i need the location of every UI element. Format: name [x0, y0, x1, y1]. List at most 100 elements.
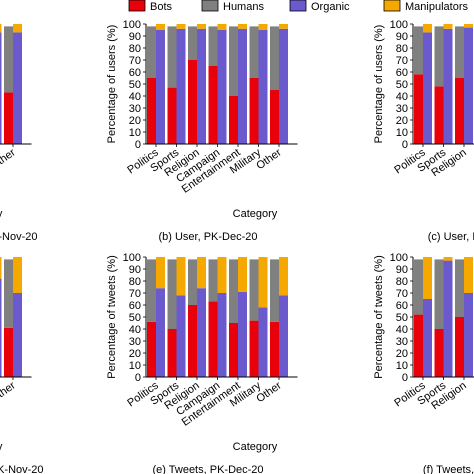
bar-bots [188, 305, 197, 377]
bar-organic [0, 278, 2, 377]
legend-swatch [128, 0, 146, 12]
bar-bots [167, 329, 177, 377]
bar-manipulators [217, 257, 227, 293]
legend-item: Manipulators [383, 0, 468, 13]
y-tick-label: 90 [129, 264, 141, 276]
panel-caption: (e) Tweets, PK-Dec-20 [152, 464, 263, 474]
bar-organic [238, 291, 247, 377]
bar-manipulators [156, 24, 165, 30]
bar-bots [249, 320, 259, 377]
chart-panel: CampaignEntertainmentMilitaryOtherCatego… [0, 257, 44, 474]
panel-caption: (b) User, PK-Dec-20 [158, 231, 257, 243]
bar-organic [176, 295, 186, 377]
bar-humans [434, 26, 444, 87]
legend-swatch [201, 0, 219, 12]
legend-item: Humans [201, 0, 264, 13]
bar-bots [249, 78, 259, 144]
y-axis-label: Percentage of users (%) [373, 25, 385, 144]
bar-manipulators [423, 24, 432, 33]
bar-organic [197, 288, 206, 377]
bar-manipulators [279, 24, 288, 29]
bar-organic [464, 27, 473, 145]
bar-organic [464, 293, 473, 377]
y-tick-label: 50 [129, 312, 141, 324]
y-tick-label: 80 [396, 43, 408, 55]
bar-bots [414, 74, 423, 144]
bar-humans [249, 26, 259, 78]
bar-humans [208, 259, 218, 302]
bar-organic [0, 32, 2, 144]
bar-manipulators [464, 24, 473, 28]
y-tick-label: 10 [396, 360, 408, 372]
bar-bots [229, 96, 238, 144]
x-axis-label: Category [233, 441, 278, 453]
y-tick-label: 10 [129, 360, 141, 372]
y-tick-label: 40 [396, 324, 408, 336]
bar-bots [455, 317, 464, 377]
bar-bots [229, 323, 238, 377]
x-axis-label: Category [0, 208, 3, 220]
chart-panel: CampaignEntertainmentMilitaryOtherCatego… [0, 24, 38, 243]
x-axis-label: Category [233, 208, 278, 220]
bar-manipulators [0, 257, 2, 279]
bar-humans [249, 259, 259, 321]
bar-humans [188, 26, 197, 60]
y-tick-label: 30 [396, 103, 408, 115]
bar-bots [434, 329, 444, 377]
panel-caption: (f) Tweets, PK-Jan-21 [423, 464, 474, 474]
y-tick-label: 40 [129, 324, 141, 336]
y-tick-label: 40 [129, 91, 141, 103]
y-tick-label: 100 [123, 19, 141, 31]
y-tick-label: 100 [390, 19, 408, 31]
bar-humans [147, 259, 156, 322]
bar-bots [4, 327, 13, 377]
y-tick-label: 70 [396, 55, 408, 67]
y-tick-label: 100 [123, 252, 141, 264]
y-axis-label: Percentage of tweets (%) [373, 255, 385, 379]
bar-bots [455, 78, 464, 144]
y-tick-label: 70 [396, 288, 408, 300]
bar-manipulators [176, 257, 186, 296]
bar-manipulators [258, 24, 268, 30]
bar-bots [147, 78, 156, 144]
bar-organic [423, 32, 432, 144]
x-tick-label: Other [0, 146, 18, 172]
bar-humans [270, 259, 279, 322]
y-tick-label: 0 [402, 139, 408, 151]
bar-manipulators [13, 24, 22, 33]
x-axis-label: Category [0, 441, 3, 453]
bar-humans [4, 259, 13, 328]
y-tick-label: 90 [129, 31, 141, 43]
y-tick-label: 70 [129, 288, 141, 300]
bar-organic [423, 299, 432, 377]
bar-humans [4, 26, 13, 93]
bar-organic [217, 293, 227, 377]
legend-swatch [383, 0, 401, 12]
bar-humans [455, 259, 464, 317]
bar-humans [270, 26, 279, 90]
bar-manipulators [443, 24, 453, 29]
bar-manipulators [423, 257, 432, 299]
legend-label: Organic [311, 1, 350, 13]
bar-manipulators [238, 24, 247, 29]
bar-humans [188, 259, 197, 305]
y-tick-label: 60 [396, 300, 408, 312]
legend-item: Bots [128, 0, 173, 13]
bar-organic [156, 288, 165, 377]
bar-organic [279, 295, 288, 377]
bar-organic [176, 28, 186, 144]
y-tick-label: 80 [129, 43, 141, 55]
bar-organic [258, 307, 268, 377]
bar-manipulators [217, 24, 227, 30]
bar-bots [4, 92, 13, 144]
bar-humans [167, 259, 177, 329]
y-tick-label: 20 [396, 348, 408, 360]
y-tick-label: 50 [396, 79, 408, 91]
bar-humans [455, 26, 464, 78]
bar-organic [217, 30, 227, 144]
bar-manipulators [238, 257, 247, 292]
bar-organic [197, 28, 206, 144]
